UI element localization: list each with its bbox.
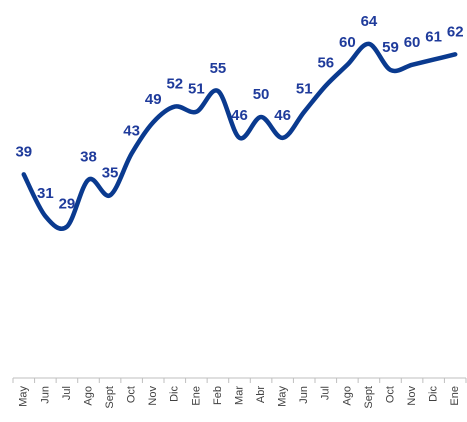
data-label: 50 [253, 86, 270, 103]
x-tick-label: Nov [406, 386, 418, 406]
x-tick-label: Jun [39, 386, 51, 404]
x-tick-label: Mar [233, 386, 245, 405]
x-tick-label: Jul [61, 386, 73, 400]
data-label: 52 [166, 76, 183, 93]
x-tick-label: Jun [298, 386, 310, 404]
data-label: 29 [59, 196, 76, 213]
data-label: 61 [425, 29, 442, 46]
x-tick-label: Sept [104, 386, 116, 409]
x-tick-label: Dic [428, 386, 440, 402]
x-tick-label: Ene [449, 386, 461, 406]
data-label: 35 [102, 164, 119, 181]
x-tick-label: Ene [190, 386, 202, 406]
x-tick-label: Ago [82, 386, 94, 406]
data-label: 60 [339, 34, 356, 51]
data-label: 60 [404, 34, 421, 51]
x-tick-label: Ago [341, 386, 353, 406]
x-tick-label: May [277, 386, 289, 407]
data-label: 64 [361, 13, 378, 30]
x-tick-label: Dic [169, 386, 181, 402]
data-label: 46 [231, 107, 248, 124]
data-label: 59 [382, 39, 399, 56]
data-label: 51 [296, 81, 313, 98]
data-label: 51 [188, 81, 205, 98]
x-tick-label: Oct [126, 386, 138, 403]
data-label: 46 [274, 107, 291, 124]
data-label: 31 [37, 185, 54, 202]
data-label: 38 [80, 149, 97, 166]
data-label: 62 [447, 23, 464, 40]
data-label: 43 [123, 123, 140, 140]
x-tick-label: Abr [255, 386, 267, 403]
data-line [21, 41, 458, 231]
data-label: 56 [317, 55, 334, 72]
x-tick-label: Oct [384, 386, 396, 403]
data-label: 49 [145, 91, 162, 108]
data-label: 55 [210, 60, 227, 77]
x-tick-label: Sept [363, 386, 375, 409]
data-label: 39 [15, 143, 32, 160]
x-tick-label: Nov [147, 386, 159, 406]
x-tick-label: Jul [320, 386, 332, 400]
x-tick-label: May [18, 386, 30, 407]
x-tick-label: Feb [212, 386, 224, 405]
